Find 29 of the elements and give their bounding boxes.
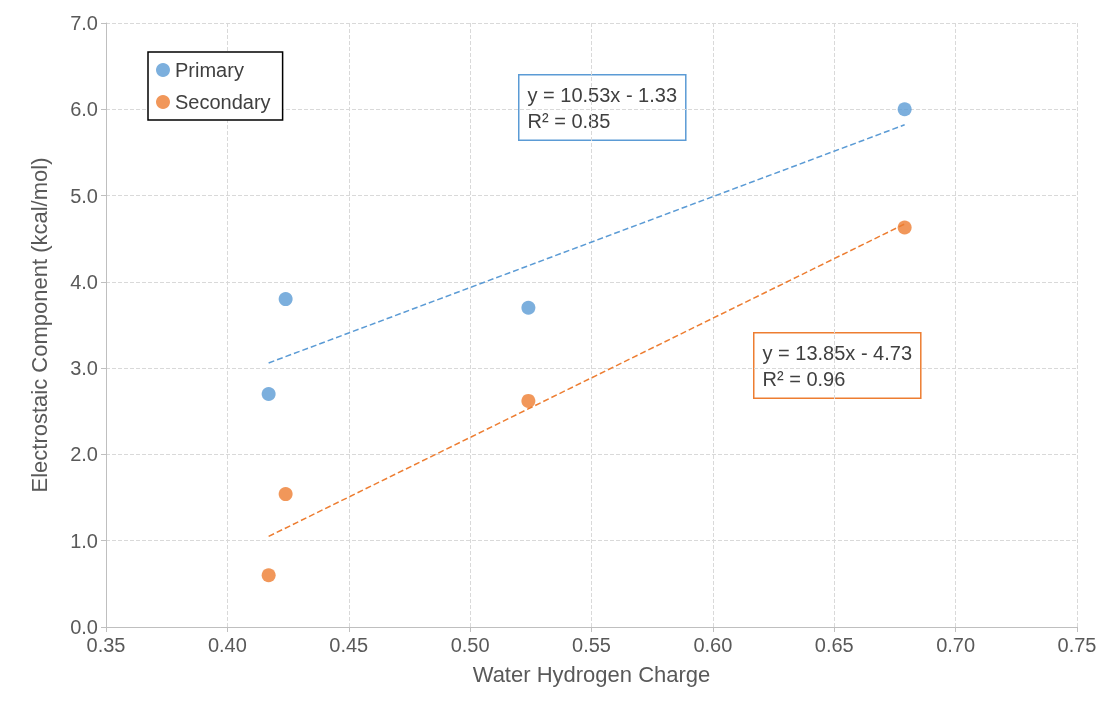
x-tick-label: 0.50: [450, 634, 490, 656]
point: [278, 292, 293, 307]
y-tick-label: 4.0: [70, 270, 98, 293]
x-tick-label: 0.65: [814, 634, 854, 656]
point: [261, 568, 276, 583]
y-tick-label: 7.0: [70, 12, 98, 34]
point: [278, 487, 293, 502]
point: [521, 393, 536, 408]
point: [261, 387, 276, 402]
x-tick-label: 0.40: [207, 634, 247, 656]
x-axis-title: Water Hydrogen Charge: [472, 661, 711, 687]
x-tick-label: 0.75: [1057, 634, 1097, 656]
point: [897, 220, 912, 235]
legend-label: Secondary: [175, 91, 271, 113]
annotation: y = 13.85x - 4.73 R² = 0.96: [762, 341, 913, 390]
y-tick-label: 2.0: [70, 443, 98, 466]
y-tick-label: 3.0: [70, 357, 98, 380]
x-tick-label: 0.55: [572, 634, 611, 656]
point: [521, 300, 536, 315]
y-axis-title: Electrostaic Component (kcal/mol): [26, 157, 52, 493]
y-tick-label: 1.0: [70, 529, 98, 552]
y-tick-label: 5.0: [70, 184, 98, 207]
annotation: y = 10.53x - 1.33 R² = 0.85: [527, 83, 678, 132]
x-tick-label: 0.70: [936, 634, 976, 656]
x-tick-label: 0.45: [329, 634, 369, 656]
x-tick-label: 0.60: [693, 634, 733, 656]
y-tick-label: 6.0: [70, 98, 98, 121]
legend-label: Primary: [175, 59, 244, 81]
point: [897, 102, 912, 117]
